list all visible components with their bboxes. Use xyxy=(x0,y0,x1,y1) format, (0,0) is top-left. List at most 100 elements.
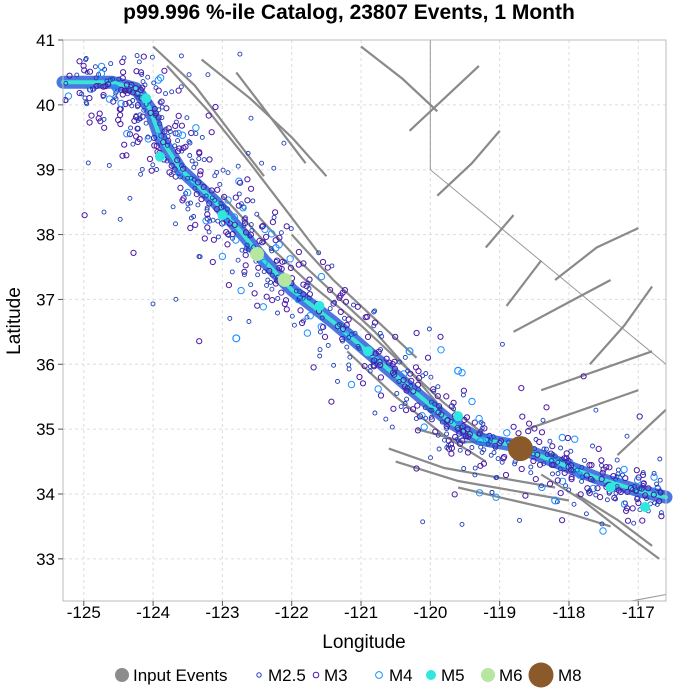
event-m3 xyxy=(122,100,129,108)
event-m3 xyxy=(424,354,432,361)
event-m2.5 xyxy=(541,461,547,467)
event-m4 xyxy=(420,423,428,431)
event-m3 xyxy=(235,202,242,209)
event-m3 xyxy=(496,440,503,447)
event-m2.5 xyxy=(186,139,192,145)
event-m3 xyxy=(531,425,538,432)
fault-line xyxy=(527,389,639,431)
event-m3 xyxy=(86,119,93,126)
event-m3 xyxy=(354,303,361,310)
event-m3 xyxy=(119,75,126,82)
event-m2.5 xyxy=(644,496,649,502)
event-m3 xyxy=(361,363,368,370)
event-m2.5 xyxy=(242,215,248,221)
event-m2.5 xyxy=(135,94,141,100)
event-m3 xyxy=(295,248,302,256)
event-m2.5 xyxy=(478,444,484,450)
event-m4 xyxy=(468,397,476,406)
event-m3 xyxy=(587,476,595,483)
event-m3 xyxy=(272,209,279,216)
event-m3 xyxy=(175,112,182,120)
event-m2.5 xyxy=(444,431,450,437)
event-m3 xyxy=(324,264,331,271)
event-m2.5 xyxy=(187,153,193,158)
event-m2.5 xyxy=(156,107,162,113)
event-m3 xyxy=(339,335,346,343)
y-tick-label: 33 xyxy=(36,550,55,569)
event-m2.5 xyxy=(579,464,585,470)
event-m4 xyxy=(175,169,184,178)
event-m2.5 xyxy=(306,295,312,301)
event-m3 xyxy=(110,98,117,105)
event-m3 xyxy=(390,405,397,412)
event-m4 xyxy=(187,179,195,187)
event-m3 xyxy=(219,220,226,227)
event-m2.5 xyxy=(163,126,169,132)
event-m3 xyxy=(413,329,420,337)
event-m3 xyxy=(175,87,182,94)
event-m2.5 xyxy=(461,466,467,471)
event-m3 xyxy=(434,393,441,400)
event-m3 xyxy=(254,302,261,309)
event-m2.5 xyxy=(165,133,171,139)
event-m4 xyxy=(418,412,426,420)
event-m2.5 xyxy=(271,165,277,171)
event-m2.5 xyxy=(316,250,322,256)
event-m2.5 xyxy=(657,477,663,483)
event-m3 xyxy=(132,85,139,92)
legend-label-m3: M3 xyxy=(324,666,348,685)
event-m3 xyxy=(543,404,550,411)
event-m3 xyxy=(525,428,532,435)
event-m2.5 xyxy=(429,407,435,413)
event-m4 xyxy=(294,295,303,304)
event-m2.5 xyxy=(127,195,133,201)
event-m2.5 xyxy=(593,407,599,413)
event-m3 xyxy=(359,380,367,387)
event-m2.5 xyxy=(101,116,107,122)
event-m2.5 xyxy=(101,209,107,215)
event-m4 xyxy=(503,429,511,437)
fault-line xyxy=(408,65,480,132)
event-m2.5 xyxy=(275,295,281,301)
event-m3 xyxy=(624,488,631,495)
event-m3 xyxy=(554,477,561,484)
event-m3 xyxy=(243,229,250,236)
event-m4 xyxy=(154,76,163,84)
event-m4 xyxy=(178,131,187,139)
event-m3 xyxy=(492,442,499,449)
event-m2.5 xyxy=(540,417,546,423)
event-m3 xyxy=(413,465,420,472)
event-m3 xyxy=(299,319,306,327)
event-m2.5 xyxy=(439,419,445,425)
event-m4 xyxy=(454,366,463,375)
event-m2.5 xyxy=(528,470,534,476)
fault-line xyxy=(388,447,556,489)
event-m2.5 xyxy=(185,201,191,207)
event-m2.5 xyxy=(139,166,145,172)
fault-line xyxy=(152,45,265,177)
event-m2.5 xyxy=(204,205,210,211)
event-m2.5 xyxy=(416,386,421,392)
event-m2.5 xyxy=(179,163,184,168)
event-m3 xyxy=(100,83,107,90)
event-m4 xyxy=(405,347,414,356)
legend-label-m6: M6 xyxy=(499,666,523,685)
event-m2.5 xyxy=(398,404,404,410)
event-m2.5 xyxy=(172,143,178,149)
fault-line xyxy=(436,130,501,197)
event-m3 xyxy=(410,388,417,395)
event-m3 xyxy=(561,455,568,462)
event-m4 xyxy=(620,465,628,474)
legend-marker-m6 xyxy=(481,668,495,682)
event-m2.5 xyxy=(159,104,165,110)
event-m3 xyxy=(81,67,88,74)
event-m3 xyxy=(180,165,187,172)
event-m2.5 xyxy=(269,248,275,254)
event-m2.5 xyxy=(82,95,88,101)
event-m2.5 xyxy=(139,72,145,77)
event-m3 xyxy=(161,128,168,135)
event-m3 xyxy=(526,420,533,427)
event-m2.5 xyxy=(269,272,275,278)
event-m2.5 xyxy=(138,171,144,177)
event-m2.5 xyxy=(102,66,108,72)
